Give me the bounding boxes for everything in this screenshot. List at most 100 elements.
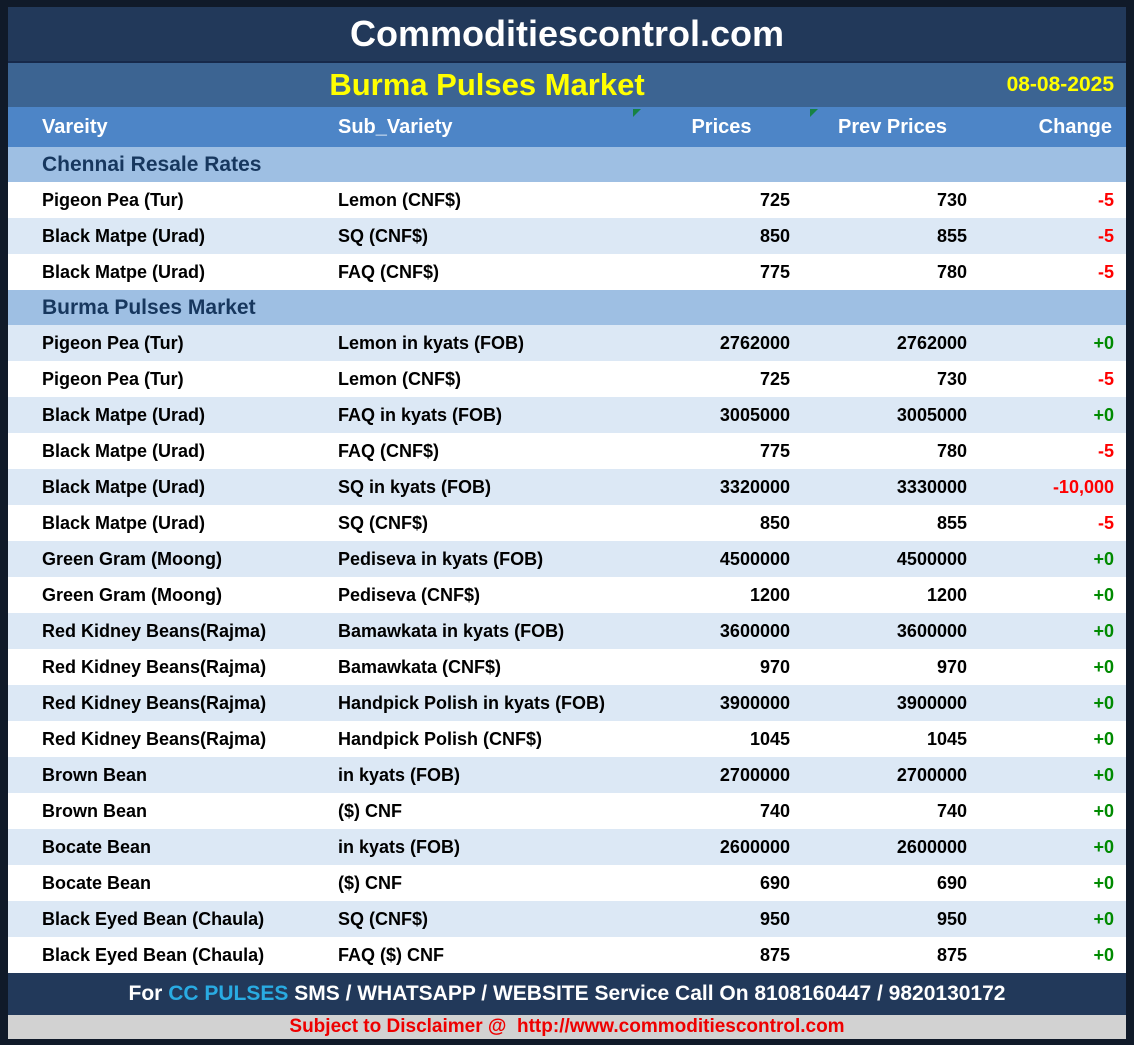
site-title: Commoditiescontrol.com xyxy=(349,13,785,54)
cell-sub-variety: FAQ ($) CNF xyxy=(338,944,444,965)
table-row: Red Kidney Beans(Rajma) Handpick Polish (… xyxy=(8,721,1126,757)
cell-variety: Red Kidney Beans(Rajma) xyxy=(42,728,267,749)
table-row: Brown Bean ($) CNF 740 740 +0 xyxy=(8,793,1126,829)
cell-prev-price: 2700000 xyxy=(896,764,967,785)
cell-sub-variety: Handpick Polish (CNF$) xyxy=(338,728,543,749)
cell-variety: Green Gram (Moong) xyxy=(42,584,223,605)
cell-variety: Black Eyed Bean (Chaula) xyxy=(42,908,265,929)
cell-price: 775 xyxy=(759,261,790,282)
table-body: Chennai Resale Rates Pigeon Pea (Tur) Lemo… xyxy=(8,147,1126,973)
cell-sub-variety: SQ (CNF$) xyxy=(338,225,428,246)
column-header-sub: Sub_Variety xyxy=(330,107,633,147)
table-row: Black Matpe (Urad) SQ in kyats (FOB) 33200… xyxy=(8,469,1126,505)
cell-price: 4500000 xyxy=(719,548,790,569)
cell-price: 3900000 xyxy=(719,692,790,713)
section-title: Burma Pulses Market xyxy=(42,295,256,319)
service-prefix: For xyxy=(128,982,169,1005)
cell-sub-variety: ($) CNF xyxy=(338,872,402,893)
column-header-price: Prices xyxy=(633,107,810,147)
cell-price: 850 xyxy=(759,512,790,533)
cell-prev-price: 3600000 xyxy=(896,620,967,641)
column-header-prev: Prev Prices xyxy=(810,107,975,147)
cell-change: +0 xyxy=(1093,836,1114,857)
cell-variety: Bocate Bean xyxy=(42,872,152,893)
cell-variety: Green Gram (Moong) xyxy=(42,548,223,569)
table-row: Pigeon Pea (Tur) Lemon (CNF$) 725 730 -5 xyxy=(8,182,1126,218)
cell-prev-price: 1200 xyxy=(926,584,967,605)
cell-variety: Pigeon Pea (Tur) xyxy=(42,332,184,353)
cell-price: 2762000 xyxy=(719,332,790,353)
cell-change: +0 xyxy=(1093,800,1114,821)
bottom-strip xyxy=(8,1039,1126,1045)
cell-sub-variety: Pediseva in kyats (FOB) xyxy=(338,548,544,569)
cell-change: +0 xyxy=(1093,656,1114,677)
table-row: Green Gram (Moong) Pediseva in kyats (FOB… xyxy=(8,541,1126,577)
cell-price: 950 xyxy=(759,908,790,929)
cell-prev-price: 1045 xyxy=(926,728,967,749)
cell-variety: Black Matpe (Urad) xyxy=(42,225,206,246)
cell-change: -5 xyxy=(1097,512,1114,533)
cell-variety: Red Kidney Beans(Rajma) xyxy=(42,692,267,713)
cell-sub-variety: SQ (CNF$) xyxy=(338,908,428,929)
cell-change: +0 xyxy=(1093,908,1114,929)
cell-price: 3600000 xyxy=(719,620,790,641)
cell-variety: Black Matpe (Urad) xyxy=(42,476,206,497)
cell-price: 690 xyxy=(759,872,790,893)
cell-prev-price: 4500000 xyxy=(896,548,967,569)
cell-prev-price: 875 xyxy=(936,944,967,965)
cell-prev-price: 740 xyxy=(936,800,967,821)
table-header-row: Vareity Sub_Variety Prices Prev Prices Chang… xyxy=(8,107,1126,147)
report-title: Burma Pulses Market xyxy=(329,67,645,102)
table-row: Black Matpe (Urad) FAQ (CNF$) 775 780 -5 xyxy=(8,433,1126,469)
cell-variety: Red Kidney Beans(Rajma) xyxy=(42,656,267,677)
cell-change: -10,000 xyxy=(1052,476,1114,497)
cell-sub-variety: in kyats (FOB) xyxy=(338,836,461,857)
cell-variety: Pigeon Pea (Tur) xyxy=(42,189,184,210)
cell-note-marker-icon xyxy=(633,109,641,117)
cell-change: +0 xyxy=(1093,620,1114,641)
table-row: Black Matpe (Urad) FAQ (CNF$) 775 780 -5 xyxy=(8,254,1126,290)
report-date: 08-08-2025 xyxy=(1006,73,1114,96)
cell-sub-variety: FAQ (CNF$) xyxy=(338,440,439,461)
section-header-row: Chennai Resale Rates xyxy=(8,147,1126,182)
cell-sub-variety: FAQ (CNF$) xyxy=(338,261,439,282)
cell-prev-price: 855 xyxy=(936,225,967,246)
cell-variety: Pigeon Pea (Tur) xyxy=(42,368,184,389)
cell-prev-price: 3330000 xyxy=(896,476,967,497)
cell-sub-variety: FAQ in kyats (FOB) xyxy=(338,404,503,425)
column-header-change: Change xyxy=(975,107,1126,147)
table-row: Black Matpe (Urad) SQ (CNF$) 850 855 -5 xyxy=(8,218,1126,254)
cell-variety: Bocate Bean xyxy=(42,836,152,857)
cell-change: +0 xyxy=(1093,872,1114,893)
cell-variety: Black Matpe (Urad) xyxy=(42,261,206,282)
cell-price: 875 xyxy=(759,944,790,965)
service-bar: For CC PULSES SMS / WHATSAPP / WEBSITE S… xyxy=(8,973,1126,1015)
table-row: Red Kidney Beans(Rajma) Bamawkata in kyat… xyxy=(8,613,1126,649)
table-row: Black Matpe (Urad) SQ (CNF$) 850 855 -5 xyxy=(8,505,1126,541)
cell-change: -5 xyxy=(1097,225,1114,246)
table-row: Red Kidney Beans(Rajma) Handpick Polish i… xyxy=(8,685,1126,721)
column-header-label: Prev Prices xyxy=(838,115,947,138)
cell-sub-variety: SQ (CNF$) xyxy=(338,512,428,533)
cell-price: 2600000 xyxy=(719,836,790,857)
cell-prev-price: 3900000 xyxy=(896,692,967,713)
cell-price: 970 xyxy=(759,656,790,677)
cell-prev-price: 2600000 xyxy=(896,836,967,857)
cell-change: +0 xyxy=(1093,548,1114,569)
table-row: Black Eyed Bean (Chaula) FAQ ($) CNF 875 87… xyxy=(8,937,1126,973)
cell-prev-price: 2762000 xyxy=(896,332,967,353)
cell-price: 740 xyxy=(759,800,790,821)
title-bar: Commoditiescontrol.com xyxy=(8,7,1126,61)
cell-price: 850 xyxy=(759,225,790,246)
table-row: Red Kidney Beans(Rajma) Bamawkata (CNF$) 9… xyxy=(8,649,1126,685)
cell-change: +0 xyxy=(1093,692,1114,713)
column-header-var: Vareity xyxy=(8,107,330,147)
cell-change: -5 xyxy=(1097,189,1114,210)
cell-prev-price: 690 xyxy=(936,872,967,893)
cell-prev-price: 730 xyxy=(936,189,967,210)
cell-variety: Black Matpe (Urad) xyxy=(42,440,206,461)
disclaimer-bar: Subject to Disclaimer @ http://www.commo… xyxy=(8,1015,1126,1039)
table-row: Black Matpe (Urad) FAQ in kyats (FOB) 3005… xyxy=(8,397,1126,433)
cell-change: -5 xyxy=(1097,368,1114,389)
